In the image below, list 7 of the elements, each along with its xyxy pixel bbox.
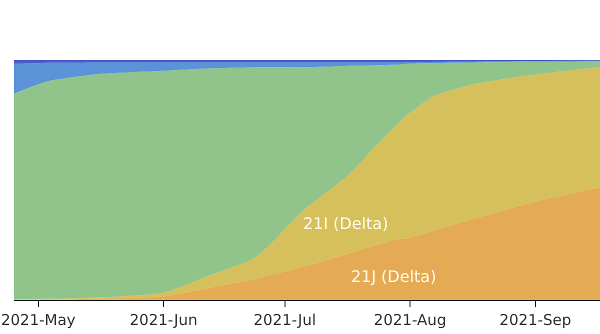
- x-tick-label: 2021-Jun: [130, 311, 198, 329]
- series-label: 21I (Delta): [303, 214, 388, 233]
- series-label: 21J (Delta): [351, 267, 436, 286]
- x-tick-label: 2021-May: [0, 311, 76, 329]
- x-tick-label: 2021-Sep: [499, 311, 572, 329]
- x-tick-label: 2021-Jul: [254, 311, 316, 329]
- x-tick-label: 2021-Aug: [374, 311, 446, 329]
